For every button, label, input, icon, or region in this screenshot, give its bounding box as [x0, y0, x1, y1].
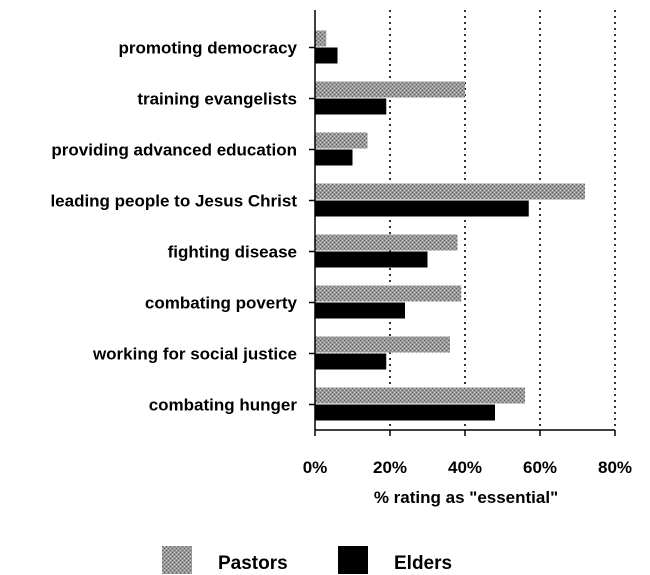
gridlines [389, 10, 616, 430]
category-label: promoting democracy [118, 39, 297, 58]
legend-label-pastors: Pastors [218, 553, 288, 574]
category-label: providing advanced education [51, 141, 297, 160]
category-label: leading people to Jesus Christ [50, 192, 297, 211]
legend-swatch-pastors [162, 546, 192, 574]
bar-pastors [315, 81, 465, 98]
bar-elders [315, 353, 387, 370]
category-label: fighting disease [168, 243, 297, 262]
bar-elders [315, 149, 353, 166]
bar-elders [315, 200, 529, 217]
category-label: combating hunger [149, 396, 298, 415]
x-tick-label: 20% [373, 458, 407, 477]
x-tick-label: 40% [448, 458, 482, 477]
bar-elders [315, 404, 495, 421]
category-labels: promoting democracy training evangelists p… [50, 39, 297, 415]
bar-pastors [315, 183, 585, 200]
bar-elders [315, 251, 428, 268]
bar-pastors [315, 336, 450, 353]
x-tick-label: 60% [523, 458, 557, 477]
bar-pastors [315, 132, 368, 149]
legend: Pastors Elders [162, 546, 452, 574]
category-label: training evangelists [137, 90, 297, 109]
bars [315, 30, 585, 421]
legend-swatch-elders [338, 546, 368, 574]
bar-pastors [315, 285, 462, 302]
bar-pastors [315, 30, 327, 47]
bar-elders [315, 47, 338, 64]
category-label: working for social justice [92, 345, 297, 364]
axes [309, 10, 616, 436]
bar-pastors [315, 234, 458, 251]
bar-elders [315, 302, 405, 319]
x-tick-label: 0% [303, 458, 328, 477]
bar-pastors [315, 387, 525, 404]
legend-label-elders: Elders [394, 553, 452, 574]
x-axis-title: % rating as "essential" [374, 488, 558, 507]
tick-labels: 0% 20% 40% 60% 80% [303, 458, 632, 477]
category-label: combating poverty [145, 294, 298, 313]
bar-elders [315, 98, 387, 115]
x-tick-label: 80% [598, 458, 632, 477]
